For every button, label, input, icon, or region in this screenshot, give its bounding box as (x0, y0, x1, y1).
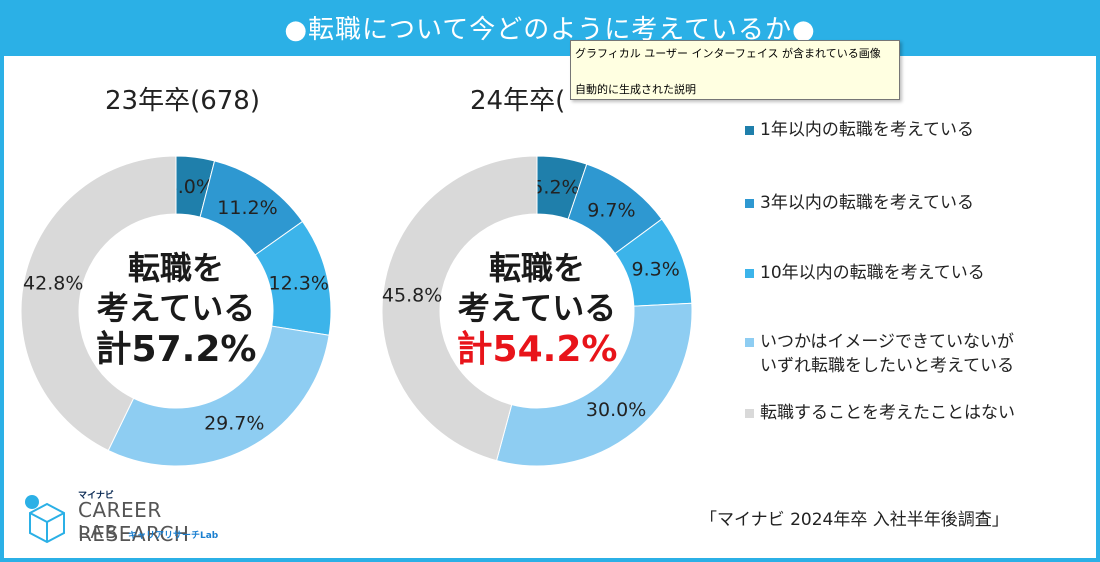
career-research-lab-logo: マイナビ CAREER RESEARCH LAB キャリアリサーチLab (20, 488, 260, 548)
cube-logo-icon (25, 495, 65, 544)
donut-1-segment-5 (20, 155, 177, 452)
legend-text-2: 3年以内の転職を考えている (760, 193, 974, 213)
donut-1-center-text-1: 転職を (128, 249, 224, 287)
logo-jp-text: キャリアリサーチLab (128, 531, 219, 541)
donut-2-center-text-1: 転職を (489, 249, 585, 287)
chart-label-24: 24年卒( (470, 86, 566, 116)
logo-mynavi-text: マイナビ (78, 491, 114, 501)
logo-lab-text: LAB (78, 522, 120, 543)
chart-label-23: 23年卒(678) (105, 86, 260, 116)
legend-swatch-2 (745, 199, 754, 208)
legend-text-4: いつかはイメージできていないが いずれ転職をしたいと考えている (760, 332, 1015, 376)
donut-2-label-5: 45.8% (382, 284, 442, 306)
donut-1-center-text-3: 計57.2% (96, 329, 257, 370)
donut-2-label-4: 30.0% (586, 399, 646, 421)
donut-2-center-text-3: 計54.2% (457, 329, 618, 370)
legend-text-3: 10年以内の転職を考えている (760, 263, 985, 283)
alt-text-tooltip: グラフィカル ユーザー インターフェイス が含まれている画像 自動的に生成された… (570, 40, 900, 100)
logo-main-text: CAREER RESEARCH (78, 498, 190, 546)
legend-text-5: 転職することを考えたことはない (760, 403, 1015, 423)
legend-swatch-1 (745, 126, 754, 135)
donut-2-label-1: 5.2% (531, 177, 579, 199)
donut-1-label-5: 42.8% (23, 273, 83, 295)
donut-2-center-text-2: 考えている (458, 289, 616, 327)
legend-swatch-4 (745, 338, 754, 347)
donut-1-label-4: 29.7% (204, 413, 264, 435)
donut-2-segment-5 (381, 155, 538, 462)
donut-1-segment-4 (107, 325, 330, 467)
tooltip-line-1: グラフィカル ユーザー インターフェイス が含まれている画像 (575, 47, 881, 60)
donut-1-label-2: 11.2% (217, 197, 277, 219)
donut-2-segment-4 (495, 302, 693, 467)
donut-1-label-3: 12.3% (269, 272, 329, 294)
legend-text-1: 1年以内の転職を考えている (760, 120, 974, 140)
source-note: 「マイナビ 2024年卒 入社半年後調査」 (700, 510, 1009, 530)
donut-2-label-3: 9.3% (632, 259, 680, 281)
donut-1-label-1: 4.0% (166, 176, 214, 198)
donut-1-center-text-2: 考えている (97, 289, 255, 327)
legend-swatch-3 (745, 269, 754, 278)
donut-2-label-2: 9.7% (587, 199, 635, 221)
legend-swatch-5 (745, 409, 754, 418)
tooltip-line-2: 自動的に生成された説明 (575, 83, 696, 96)
